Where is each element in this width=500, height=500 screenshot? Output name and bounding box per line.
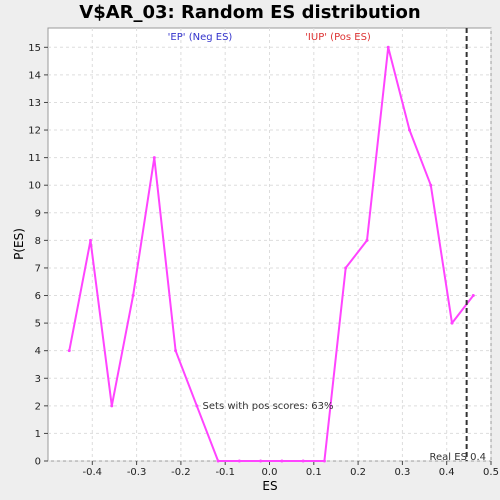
data-point (280, 459, 284, 463)
data-point (259, 459, 263, 463)
y-tick-label: 12 (28, 126, 41, 137)
data-point (195, 404, 199, 408)
x-tick-label: 0.2 (350, 467, 366, 478)
x-tick-label: -0.4 (83, 467, 103, 478)
x-tick-label: 0.0 (262, 467, 278, 478)
y-tick-label: 6 (35, 291, 41, 302)
data-point (407, 128, 411, 132)
data-point (131, 294, 135, 298)
x-tick-label: 0.1 (306, 467, 322, 478)
data-point (386, 45, 390, 49)
data-point (429, 183, 433, 187)
data-point (216, 459, 220, 463)
data-point (471, 294, 475, 298)
y-tick-label: 4 (35, 346, 41, 357)
y-tick-label: 8 (35, 236, 41, 247)
x-axis-label: ES (262, 479, 277, 493)
x-tick-label: 0.4 (439, 467, 455, 478)
chart-title: V$AR_03: Random ES distribution (79, 2, 420, 23)
y-tick-label: 13 (28, 98, 41, 109)
y-tick-label: 7 (35, 263, 41, 274)
pos-scores-annotation: Sets with pos scores: 63% (203, 401, 334, 412)
data-point (110, 404, 114, 408)
y-tick-label: 10 (28, 181, 41, 192)
axis-layer: -0.4 -0.3 -0.2 -0.1 0.0 0.1 0.2 0.3 0.4 0.5012345… (28, 43, 499, 478)
legend-pos-label: 'IUP' (Pos ES) (305, 32, 371, 43)
y-tick-label: 3 (35, 374, 41, 385)
y-tick-label: 11 (28, 153, 41, 164)
grid-layer (48, 28, 492, 462)
data-point (344, 266, 348, 270)
x-tick-label: -0.1 (215, 467, 235, 478)
data-point (450, 321, 454, 325)
y-axis-label: P(ES) (12, 228, 26, 260)
data-point (152, 156, 156, 160)
es-distribution-line (68, 46, 475, 462)
real-es-label: Real ES 0.4 (430, 452, 486, 463)
x-tick-label: -0.2 (171, 467, 191, 478)
data-point (301, 459, 305, 463)
series-layer (67, 45, 475, 463)
data-point (67, 349, 71, 353)
y-tick-label: 15 (28, 43, 41, 54)
y-tick-label: 14 (28, 70, 41, 81)
legend-neg-label: 'EP' (Neg ES) (168, 32, 233, 43)
data-point (365, 238, 369, 242)
data-point (237, 459, 241, 463)
data-point (322, 459, 326, 463)
x-tick-label: 0.5 (483, 467, 499, 478)
x-tick-label: -0.3 (127, 467, 147, 478)
x-tick-label: 0.3 (394, 467, 410, 478)
y-tick-label: 1 (35, 429, 41, 440)
y-tick-label: 5 (35, 319, 41, 330)
data-point (89, 238, 93, 242)
data-point (174, 349, 178, 353)
y-tick-label: 9 (35, 208, 41, 219)
y-tick-label: 0 (35, 457, 41, 468)
y-tick-label: 2 (35, 401, 41, 412)
